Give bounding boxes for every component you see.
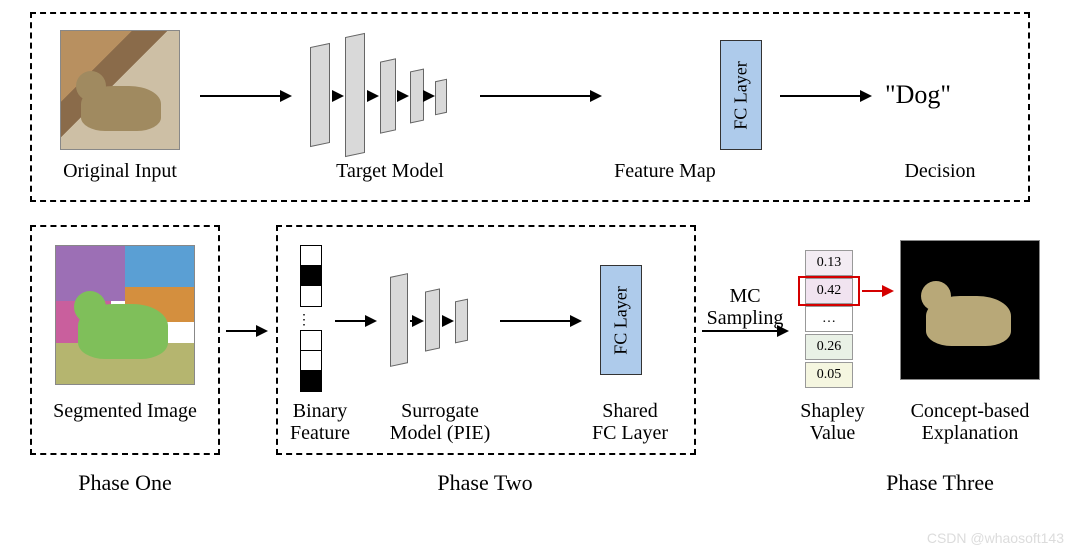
shapley-cell: … — [805, 306, 853, 332]
arrow-top-3 — [780, 95, 870, 97]
surrogate-label-l2: Model (PIE) — [380, 422, 500, 445]
arrow-bin-surr — [335, 320, 375, 322]
shared-fc-label-l1: Shared — [585, 400, 675, 423]
fc-layer-shared: FC Layer — [600, 265, 642, 375]
arrow-shap-expl — [862, 290, 892, 292]
shapley-cell: 0.05 — [805, 362, 853, 388]
shapley-cell: 0.13 — [805, 250, 853, 276]
binary-feature-label-l1: Binary — [285, 400, 355, 423]
phase-three-label: Phase Three — [880, 470, 1000, 496]
shapley-label-l1: Shapley — [795, 400, 870, 423]
feature-map-label: Feature Map — [600, 160, 730, 183]
original-input-label: Original Input — [55, 160, 185, 183]
shared-fc-label-l2: FC Layer — [585, 422, 675, 445]
segmented-image — [55, 245, 195, 385]
original-input-image — [60, 30, 180, 150]
mc-label-l2: Sampling — [700, 307, 790, 330]
arrow-top-2 — [480, 95, 600, 97]
watermark-text: CSDN @whaosoft143 — [927, 530, 1064, 546]
mc-label-l1: MC — [715, 285, 775, 308]
decision-text: "Dog" — [885, 80, 951, 110]
arrow-p2-p3 — [702, 330, 787, 332]
shapley-column: 0.130.42…0.260.05 — [805, 250, 853, 390]
shapley-cell: 0.26 — [805, 334, 853, 360]
decision-label: Decision — [895, 160, 985, 183]
arrow-p1-p2 — [226, 330, 266, 332]
fc-layer-top-text: FC Layer — [731, 61, 752, 129]
surrogate-label-l1: Surrogate — [380, 400, 500, 423]
arrow-surr-fc — [500, 320, 580, 322]
phase-one-label: Phase One — [75, 470, 175, 496]
fc-layer-top: FC Layer — [720, 40, 762, 150]
explanation-label-l1: Concept-based — [895, 400, 1045, 423]
fc-layer-shared-text: FC Layer — [611, 286, 632, 354]
explanation-image — [900, 240, 1040, 380]
binary-vector-top — [300, 245, 322, 307]
binary-vector-dots: ⋮ — [297, 312, 313, 329]
phase-two-label: Phase Two — [430, 470, 540, 496]
explanation-label-l2: Explanation — [895, 422, 1045, 445]
shapley-highlight-box — [798, 276, 860, 306]
arrow-top-1 — [200, 95, 290, 97]
segmented-image-label: Segmented Image — [45, 400, 205, 423]
target-model-label: Target Model — [320, 160, 460, 183]
binary-vector-bottom — [300, 330, 322, 392]
shapley-label-l2: Value — [795, 422, 870, 445]
binary-feature-label-l2: Feature — [285, 422, 355, 445]
